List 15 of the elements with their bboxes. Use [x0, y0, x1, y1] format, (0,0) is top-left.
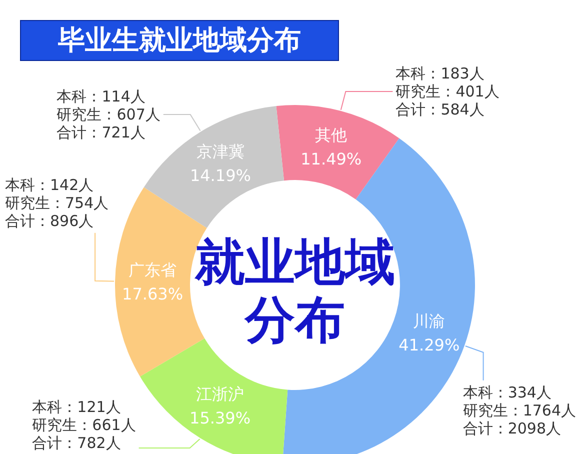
text: 本科：183人研究生：401人合计：584人 [396, 64, 500, 119]
text: 就业地域分布 [194, 233, 395, 349]
data-label: 17.63% [122, 284, 184, 304]
chart-title: 毕业生就业地域分布 [57, 25, 301, 56]
slice-label: 广东省 [128, 260, 177, 280]
data-label: 11.49% [300, 150, 362, 169]
slice-label: 江浙沪 [196, 384, 244, 404]
slice-label: 其他 [315, 126, 348, 145]
text: 本科：121人研究生：661人合计：782人 [32, 398, 136, 452]
text: 本科：114人研究生：607人合计：721人 [56, 88, 160, 142]
text: 本科：334人研究生：1764人合计：2098人 [462, 383, 576, 438]
data-label: 41.29% [398, 336, 460, 355]
data-label: 15.39% [190, 408, 251, 428]
text: 本科：142人研究生：754人合计：896人 [5, 176, 109, 230]
slice-label: 川渝 [413, 312, 446, 331]
